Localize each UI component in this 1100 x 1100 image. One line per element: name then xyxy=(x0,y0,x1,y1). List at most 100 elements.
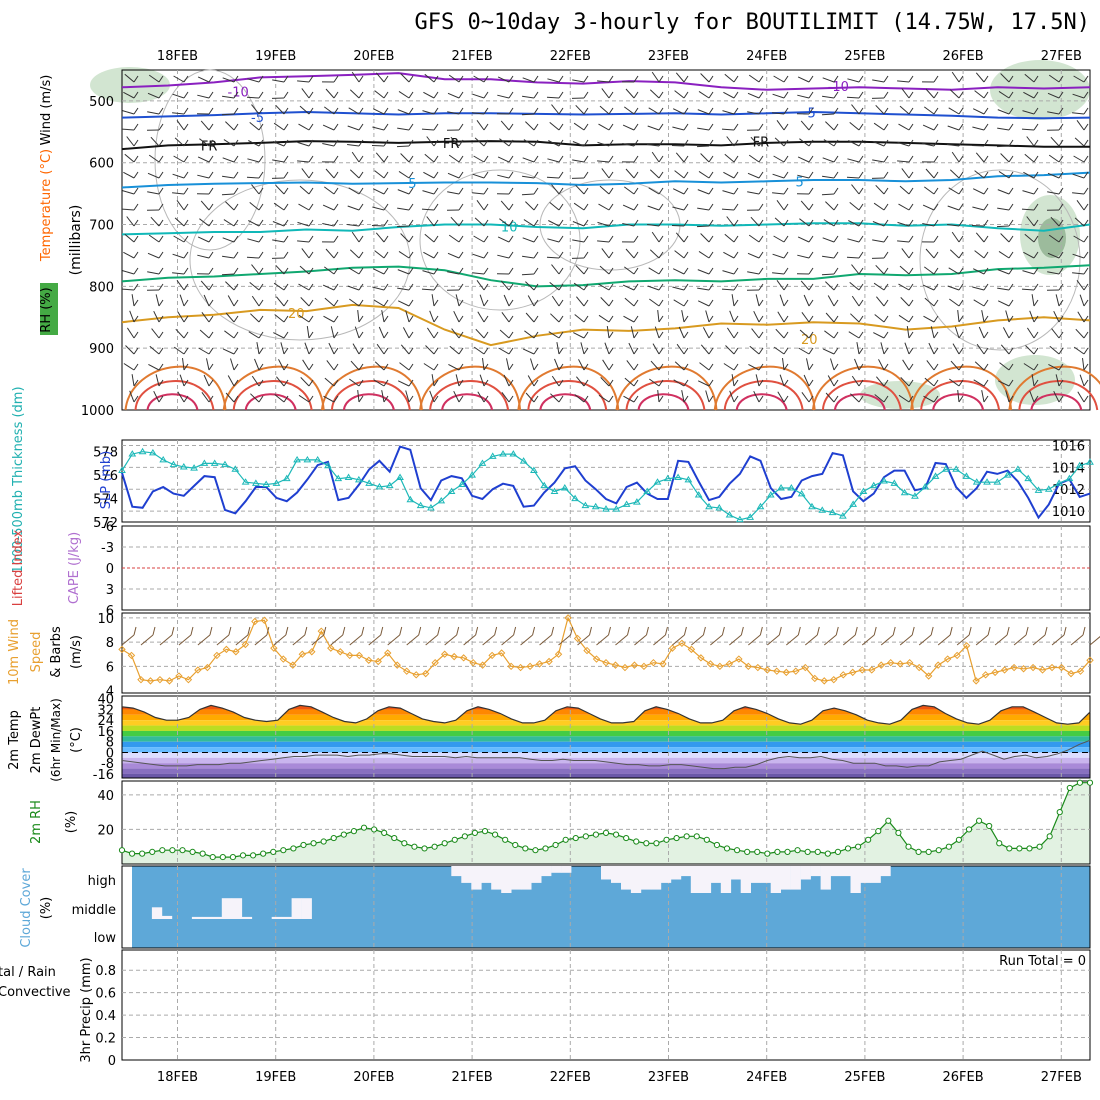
wind-barb xyxy=(748,154,760,163)
temperature-contour xyxy=(121,110,1091,120)
wind-speed-point xyxy=(621,663,629,672)
surface-wind-barb-flag xyxy=(873,626,877,636)
wind-barb xyxy=(524,330,535,339)
wind-barb-flag xyxy=(333,91,339,99)
cloud-level-label-high: high xyxy=(88,874,116,889)
surface-wind-barb xyxy=(216,634,230,646)
wind-barb xyxy=(375,152,385,163)
wind-barb xyxy=(898,123,910,131)
surface-wind-barb xyxy=(710,634,723,646)
wind-barb-flag xyxy=(583,299,589,307)
wind-barb xyxy=(302,359,310,371)
contour-label: 20 xyxy=(801,333,818,348)
wind-barb-flag xyxy=(208,267,214,275)
wind-barb-flag xyxy=(358,363,364,371)
wind-barb xyxy=(474,217,485,227)
wind-barb-flag xyxy=(333,203,339,211)
wind-barb xyxy=(657,390,660,403)
wind-barb xyxy=(330,326,335,339)
wind-barb-flag xyxy=(558,347,564,355)
wind-barb-flag xyxy=(933,219,939,227)
wind-barb xyxy=(199,218,210,227)
wind-barb xyxy=(922,223,935,227)
wind-barb-flag xyxy=(1008,395,1014,403)
surface-wind-barb-flag xyxy=(778,626,782,636)
thickness-point xyxy=(365,479,374,486)
wind-barb xyxy=(899,105,910,115)
thickness-point xyxy=(293,455,301,463)
wind-barb xyxy=(400,73,410,83)
wind-speed-line-markers xyxy=(118,614,1094,685)
wind-speed-tick: 8 xyxy=(106,636,114,651)
wind-barb-flag xyxy=(1058,267,1064,275)
wind-barb-flag xyxy=(133,139,139,147)
wind-barb xyxy=(876,296,885,307)
wind-barb xyxy=(705,310,710,323)
wind-barb-flag xyxy=(483,315,489,323)
temperature-contour xyxy=(121,171,1091,189)
wind-barb-flag xyxy=(383,91,389,99)
wind-barb-flag xyxy=(308,171,314,179)
wind-barb xyxy=(1048,234,1060,243)
wind-barb xyxy=(681,390,685,403)
wind-barb xyxy=(221,273,235,276)
wind-barb xyxy=(626,360,635,371)
wind-speed-point xyxy=(213,651,221,660)
middle-cloud-bar xyxy=(161,915,173,919)
wind-barb xyxy=(697,109,710,115)
wind-barb xyxy=(1024,233,1035,243)
temperature-band xyxy=(122,768,1090,774)
high-cloud-bar xyxy=(471,866,482,890)
rh-point xyxy=(865,836,872,843)
wind-barb-flag xyxy=(858,299,864,307)
wind-barb xyxy=(153,390,160,403)
wind-speed-point xyxy=(839,671,847,679)
wind-barb xyxy=(251,184,260,195)
wind-barb-flag xyxy=(1008,347,1014,355)
wind-barb xyxy=(1082,358,1085,371)
wind-barb-flag xyxy=(733,347,739,355)
wind-barb xyxy=(624,186,635,195)
wind-barb xyxy=(298,314,310,323)
wind-barb xyxy=(147,271,160,275)
wind-barb xyxy=(572,221,585,227)
wind-barb-flag xyxy=(633,155,639,163)
wind-barb xyxy=(723,171,735,179)
temperature-band xyxy=(122,705,1090,710)
wind-barb xyxy=(473,155,485,163)
thickness-point xyxy=(190,464,198,471)
wind-barb-flag xyxy=(383,187,389,195)
high-cloud-bar xyxy=(461,866,472,883)
wind-barb xyxy=(525,312,535,323)
wind-barb-flag xyxy=(433,203,439,211)
wind-barb xyxy=(851,264,860,275)
wind-barb xyxy=(546,256,560,259)
wind-barb-flag xyxy=(583,155,589,163)
surface-wind-barb xyxy=(406,634,420,646)
wind-barb-flag xyxy=(958,283,964,291)
wind-barb xyxy=(248,331,260,339)
thickness-point xyxy=(972,478,981,485)
wind-barb-flag xyxy=(1083,395,1089,403)
wind-barb-flag xyxy=(833,315,839,323)
wind-barb xyxy=(651,71,660,83)
wind-barb-flag xyxy=(133,331,139,339)
wind-barb-flag xyxy=(683,363,689,371)
wind-barb-flag xyxy=(908,91,914,99)
wind-barb xyxy=(300,297,310,307)
wind-barb-flag xyxy=(733,267,739,275)
wind-barb-flag xyxy=(558,331,564,339)
wind-barb-flag xyxy=(1058,283,1064,291)
wind-barb xyxy=(675,232,685,243)
wind-barb xyxy=(997,300,1010,307)
wind-barb-flag xyxy=(158,235,164,243)
surface-wind-barb xyxy=(748,634,761,646)
wind-speed-point xyxy=(450,652,458,661)
wind-barb-flag xyxy=(333,315,339,323)
wind-barb xyxy=(357,390,360,403)
wind-barb xyxy=(198,347,210,355)
thickness-point xyxy=(797,489,806,497)
wind-barb-flag xyxy=(133,235,139,243)
wind-speed-point xyxy=(697,654,705,662)
rh-point xyxy=(572,834,579,842)
